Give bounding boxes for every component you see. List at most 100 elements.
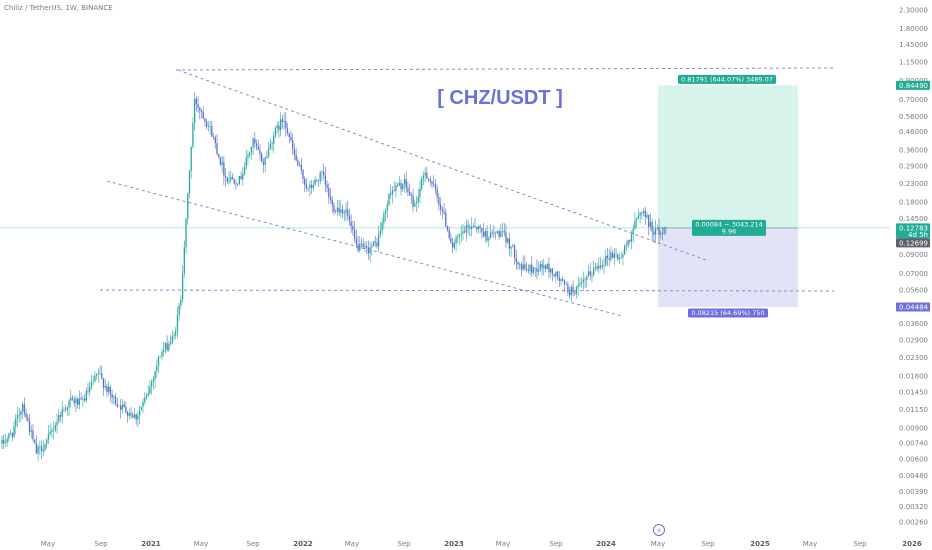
candle-body xyxy=(37,446,39,454)
take-profit-pill xyxy=(896,80,930,90)
candle-body xyxy=(59,415,62,417)
x-tick-label: Sep xyxy=(853,540,867,548)
profit-zone[interactable] xyxy=(658,85,798,228)
candle-body xyxy=(47,433,50,440)
candle-body xyxy=(102,378,105,388)
candle-body xyxy=(316,179,318,181)
candle-body xyxy=(238,176,241,184)
candle-body xyxy=(510,246,512,249)
position-tool-zones[interactable] xyxy=(658,85,798,308)
y-tick-label: 0.09000 xyxy=(899,251,928,259)
candle-body xyxy=(192,123,194,147)
candle-body xyxy=(94,375,96,382)
candle-body xyxy=(152,379,155,382)
candle-body xyxy=(30,430,32,432)
candle-body xyxy=(426,172,428,179)
candle-body xyxy=(39,446,41,447)
candle-body xyxy=(663,227,665,234)
candle-body xyxy=(587,271,590,277)
candle-body xyxy=(250,147,253,153)
candle-body xyxy=(97,373,99,375)
candle-body xyxy=(169,342,172,345)
candle-body xyxy=(596,266,598,269)
candle-body xyxy=(388,193,390,205)
chart-annotation-title: [ CHZ/USDT ] xyxy=(437,87,563,109)
candle-body xyxy=(147,393,149,396)
candle-body xyxy=(371,246,373,248)
candle-body xyxy=(121,404,124,410)
candle-body xyxy=(648,214,650,227)
candle-body xyxy=(218,153,220,157)
horizontal-support-line[interactable] xyxy=(99,289,835,292)
tradingview-logo-icon[interactable] xyxy=(653,524,665,536)
candle-body xyxy=(264,157,266,165)
time-axis[interactable]: May Sep 2021 May Sep 2022 May Sep 2023 May Sep 2024… xyxy=(41,540,922,548)
candle-body xyxy=(364,245,366,248)
loss-zone[interactable] xyxy=(658,227,798,308)
candle-body xyxy=(427,178,430,180)
candle-body xyxy=(434,184,437,190)
candle-body xyxy=(109,386,112,394)
candle-body xyxy=(54,425,56,431)
x-tick-label: 2022 xyxy=(293,540,313,548)
candle-body xyxy=(164,343,167,350)
prev-close-text: 0.12699 xyxy=(899,239,928,247)
x-tick-label: May xyxy=(651,540,665,548)
candle-body xyxy=(546,263,548,269)
candle-body xyxy=(324,175,327,185)
candle-body xyxy=(159,356,161,358)
candle-body xyxy=(175,331,177,336)
candle-body xyxy=(412,195,414,207)
candle-body xyxy=(336,207,339,212)
candle-body xyxy=(27,417,29,421)
candle-body xyxy=(414,203,416,207)
candle-body xyxy=(627,239,629,246)
candle-body xyxy=(133,414,136,418)
candle-body xyxy=(28,420,31,432)
candle-body xyxy=(228,179,230,182)
candle-body xyxy=(556,271,559,278)
candle-body xyxy=(113,396,115,398)
candle-body xyxy=(290,136,292,141)
candle-body xyxy=(66,407,69,410)
candle-body xyxy=(558,277,560,281)
candle-body xyxy=(455,237,457,243)
candle-body xyxy=(295,154,297,161)
candle-body xyxy=(335,211,337,212)
candle-body xyxy=(340,209,342,213)
candle-body xyxy=(70,397,72,401)
candle-body xyxy=(580,282,583,284)
candle-body xyxy=(603,264,605,266)
x-tick-label: Sep xyxy=(397,540,411,548)
candle-body xyxy=(417,196,419,203)
candle-body xyxy=(615,254,617,255)
horizontal-resistance-line[interactable] xyxy=(175,67,835,71)
candle-body xyxy=(209,126,211,127)
y-tick-label: 0.00390 xyxy=(899,488,928,496)
candle-body xyxy=(285,121,287,129)
candle-body xyxy=(286,128,289,134)
candle-body xyxy=(25,413,27,418)
candle-body xyxy=(422,175,425,179)
footer-layer[interactable]: ⚡ xyxy=(653,524,665,536)
descending-lower-trendline[interactable] xyxy=(106,180,623,317)
candle-body xyxy=(611,252,614,258)
y-tick-label: 2.30000 xyxy=(899,6,928,14)
candle-body xyxy=(601,265,603,268)
candle-body xyxy=(204,118,206,122)
logo-glyph[interactable]: ⚡ xyxy=(657,527,662,535)
candle-body xyxy=(565,284,567,285)
candle-body xyxy=(298,164,301,166)
candle-body xyxy=(439,205,442,210)
x-tick-label: Sep xyxy=(701,540,715,548)
candle-body xyxy=(618,258,621,260)
candle-body xyxy=(661,233,664,234)
candle-body xyxy=(73,399,75,404)
candle-body xyxy=(555,271,557,277)
candle-body xyxy=(106,386,108,392)
candle-body xyxy=(376,242,378,247)
stop-label-box xyxy=(688,308,768,318)
candle-body xyxy=(319,172,321,182)
candle-body xyxy=(219,156,222,165)
